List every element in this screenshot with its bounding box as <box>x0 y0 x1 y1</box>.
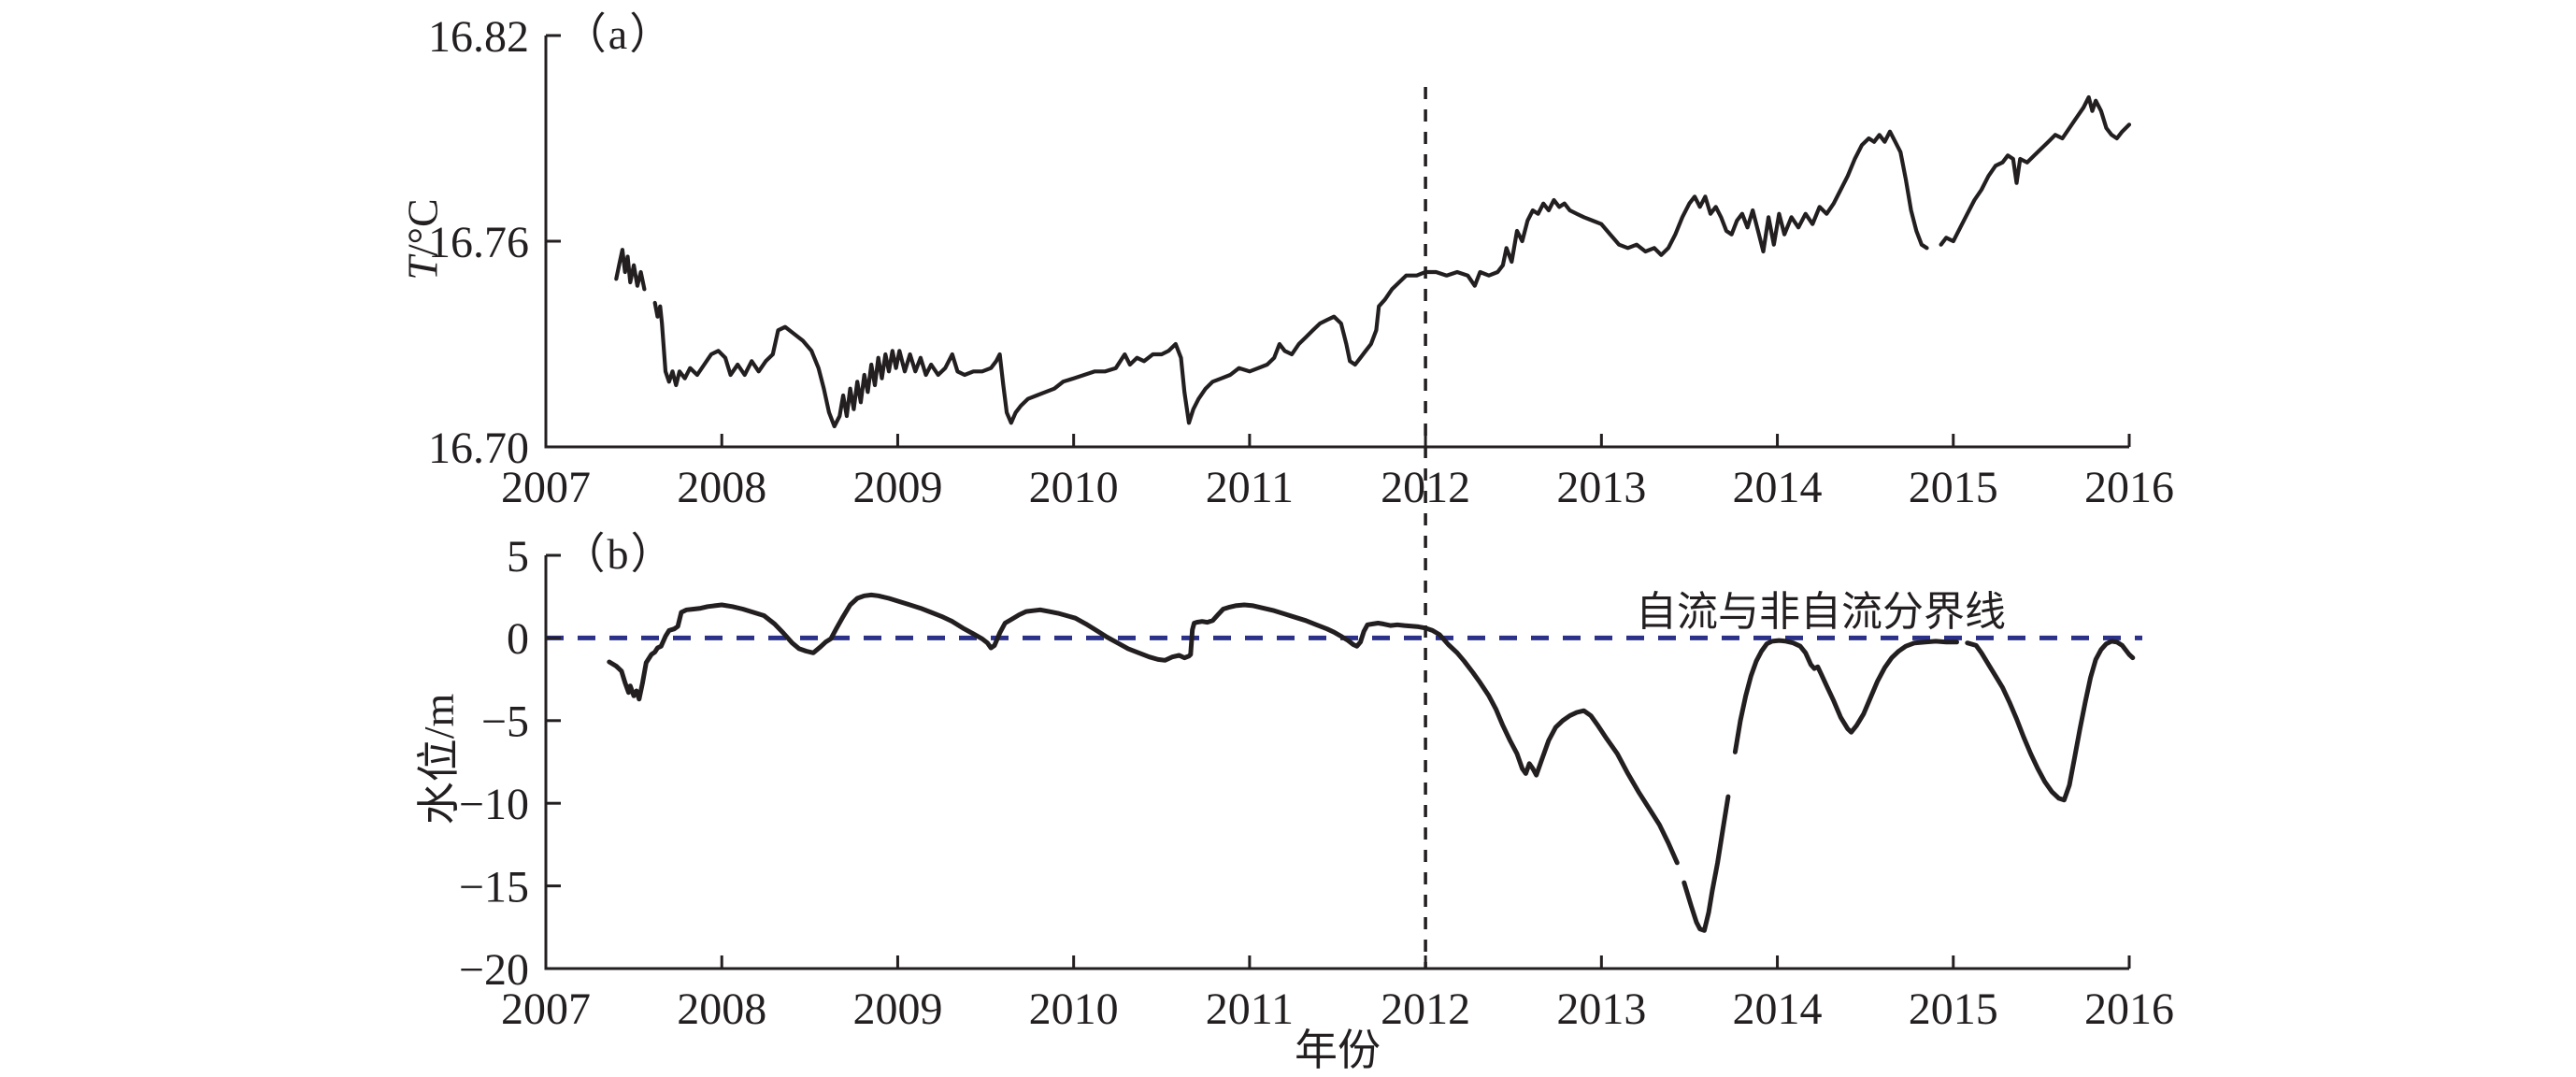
panel-b-ytick-label: −10 <box>459 780 529 829</box>
water-level-series-line <box>1732 638 1959 754</box>
panel-a-xtick-label: 2009 <box>852 463 942 512</box>
panel-b-xtick-label: 2007 <box>501 984 591 1034</box>
panel-a-xtick-label: 2016 <box>2084 463 2174 512</box>
water-level-series-line <box>1682 794 1731 933</box>
panel-b-xtick-label: 2008 <box>677 984 766 1034</box>
artesian-boundary-annotation: 自流与非自流分界线 <box>1636 589 2006 635</box>
panel-b-xtick-label: 2015 <box>1909 984 1998 1034</box>
panel-a-tag: （a） <box>563 10 675 58</box>
panel-a-xtick-label: 2014 <box>1733 463 1823 512</box>
panel-b-y-axis-title: 水位/m <box>415 693 463 826</box>
panel-a-xtick-label: 2010 <box>1029 463 1119 512</box>
panel-b-xtick-label: 2009 <box>852 984 942 1034</box>
panel-b-xtick-label: 2011 <box>1206 984 1294 1034</box>
panel-a-ytick-label: 16.82 <box>428 12 529 62</box>
panel-b-ytick-label: −5 <box>481 697 529 747</box>
temperature-series-line <box>652 129 1929 429</box>
panel-b-ytick-label: 5 <box>507 532 529 582</box>
panel-a-ytick-label: 16.76 <box>428 218 529 267</box>
temperature-symbol: T <box>398 256 447 280</box>
temperature-series-line <box>614 248 647 292</box>
temperature-series-line <box>1939 94 2132 247</box>
panel-b-ytick-label: 0 <box>507 614 529 664</box>
panel-b-xtick-label: 2013 <box>1556 984 1646 1034</box>
x-axis-title: 年份 <box>1295 1027 1381 1074</box>
panel-a-xtick-label: 2007 <box>501 463 591 512</box>
panel-b-xtick-label: 2014 <box>1733 984 1823 1034</box>
temperature-unit: /°C <box>398 198 447 257</box>
panel-b-tag: （b） <box>562 530 676 578</box>
panel-a-xtick-label: 2015 <box>1909 463 1998 512</box>
panel-b-ytick-label: −20 <box>459 945 529 995</box>
panel-b-xtick-label: 2010 <box>1029 984 1119 1034</box>
water-level-series-line <box>607 592 1680 866</box>
panel-a-axes <box>544 36 2129 449</box>
panel-a-xtick-label: 2013 <box>1556 463 1646 512</box>
panel-a-xtick-label: 2011 <box>1206 463 1294 512</box>
panel-a-y-axis-title: T/°C <box>398 198 448 280</box>
panel-a-xtick-label: 2008 <box>677 463 766 512</box>
panel-b-xtick-label: 2016 <box>2084 984 2174 1034</box>
panel-a-ytick-label: 16.70 <box>428 424 529 473</box>
panel-b-xtick-label: 2012 <box>1381 984 1470 1034</box>
water-level-series-line <box>1965 639 2136 803</box>
panel-b-ytick-label: −15 <box>459 862 529 912</box>
